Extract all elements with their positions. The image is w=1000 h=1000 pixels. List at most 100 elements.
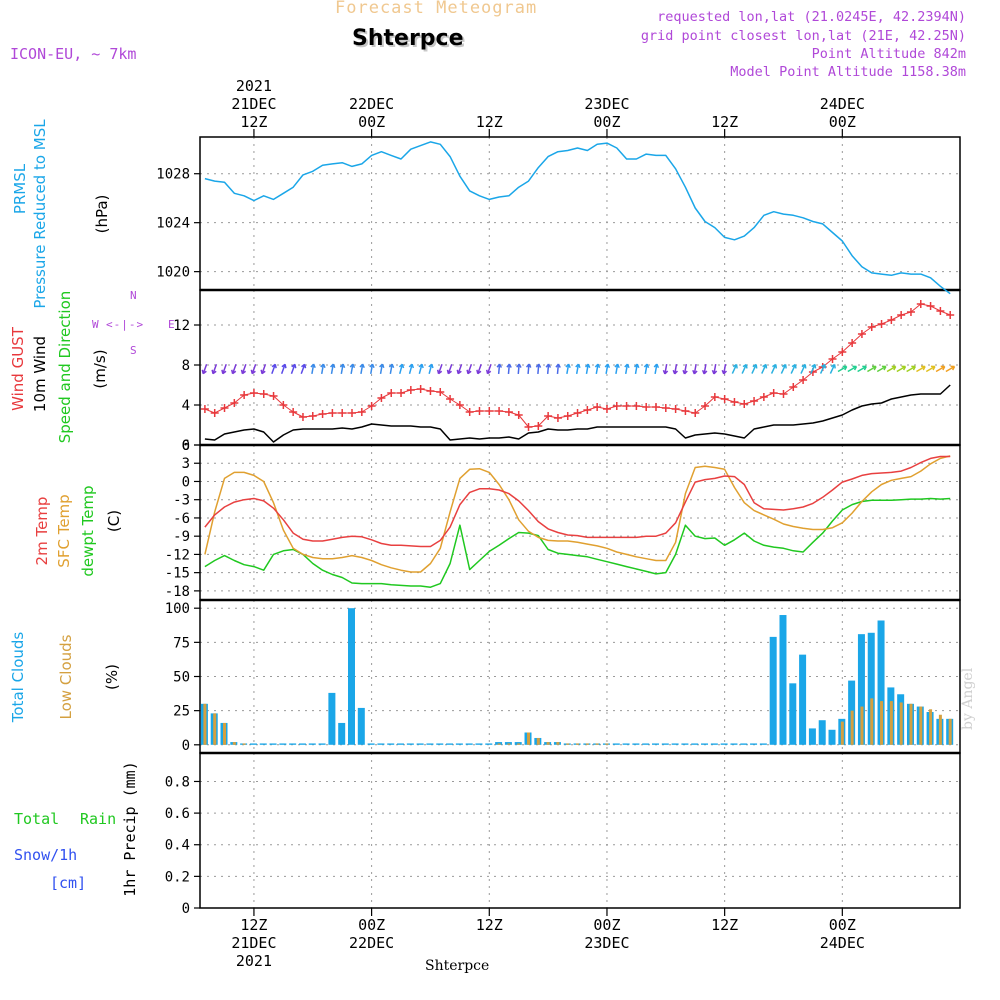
arrow-head: [682, 369, 688, 375]
arrow-head: [653, 363, 660, 369]
wind-gust-marker: [779, 390, 788, 398]
wind-direction-arrow: [780, 363, 787, 374]
y-tick-label: 1028: [156, 167, 190, 183]
y-tick-label: 8: [182, 358, 190, 374]
arrow-shaft: [867, 365, 877, 373]
arrow-head: [211, 369, 217, 375]
total-cloud-bar: [857, 634, 865, 745]
y-tick-label: 6: [182, 438, 190, 454]
y-tick-label: 4: [182, 398, 190, 414]
wind-direction-arrow: [653, 363, 660, 375]
arrow-shaft: [644, 363, 648, 375]
arrow-shaft: [847, 365, 857, 373]
arrow-head: [466, 369, 472, 375]
arrow-head: [911, 365, 916, 371]
wind-direction-arrow: [369, 363, 375, 375]
arrow-shaft: [693, 363, 697, 375]
arrow-head: [301, 363, 307, 369]
top-hour-label: 00Z: [358, 113, 385, 131]
arrow-head: [496, 363, 503, 368]
wind-gust-marker: [426, 387, 435, 395]
low-cloud-bar: [527, 732, 531, 745]
wind-gust-marker: [691, 409, 700, 417]
wind-direction-arrow: [349, 363, 356, 375]
low-cloud-bar: [497, 743, 501, 745]
arrow-head: [811, 363, 817, 369]
arrow-shaft: [340, 363, 344, 375]
y-tick-label: -3: [173, 493, 190, 509]
wind-direction-arrow: [388, 363, 395, 375]
arrow-shaft: [780, 364, 787, 374]
total-cloud-bar: [308, 743, 316, 745]
low-cloud-bar: [909, 703, 913, 745]
wind-direction-arrow: [250, 364, 257, 375]
total-cloud-bar: [632, 743, 640, 745]
arrow-head: [624, 363, 630, 369]
arrow-shaft: [819, 364, 826, 374]
arrow-shaft: [615, 363, 619, 375]
wind-direction-arrow: [731, 363, 738, 374]
wind-gust-marker: [544, 412, 553, 420]
total-cloud-bar: [338, 722, 346, 745]
bottom-hour-label: 12Z: [476, 916, 503, 934]
wind-gust-marker: [259, 390, 268, 398]
arrow-shaft: [222, 364, 227, 374]
wind-direction-arrow: [682, 363, 688, 375]
arrow-head: [446, 369, 452, 375]
total-cloud-bar: [436, 743, 444, 745]
arrow-head: [672, 369, 678, 375]
arrow-head: [310, 363, 316, 369]
y-tick-label: -9: [173, 529, 190, 545]
wind-direction-arrow: [456, 364, 463, 375]
arrow-head: [881, 365, 887, 371]
wind-gust-marker: [799, 376, 808, 384]
panel-frame: [199, 752, 961, 909]
arrow-shaft: [330, 363, 334, 375]
wind-gust-marker: [308, 412, 317, 420]
wind-direction-arrow: [575, 363, 581, 375]
wind-gust-marker: [642, 403, 651, 411]
wind-gust-marker: [848, 339, 857, 347]
wind-gust-marker: [455, 401, 464, 409]
footer-location: Shterpce: [425, 958, 490, 974]
arrow-head: [221, 369, 227, 375]
low-cloud-bar: [536, 737, 540, 745]
compass-west: W: [92, 318, 99, 331]
arrow-shaft: [527, 363, 530, 375]
total-cloud-bar: [799, 654, 807, 745]
low-cloud-bar: [938, 714, 942, 745]
total-cloud-bar: [877, 620, 885, 745]
arrow-shaft: [379, 363, 384, 375]
arrow-head: [240, 369, 247, 375]
wind-direction-arrow: [837, 365, 848, 373]
total-cloud-bar: [279, 743, 287, 745]
arrow-head: [711, 369, 718, 375]
total-cloud-bar: [269, 743, 277, 745]
wind-direction-arrow: [231, 364, 237, 375]
bottom-date-label: 21DEC: [231, 934, 276, 952]
compass-arrows: <-|->: [106, 318, 145, 331]
arrow-shaft: [857, 365, 867, 373]
arrow-shaft: [886, 365, 897, 373]
wind-direction-arrow: [496, 363, 503, 375]
compass-east: E: [168, 318, 175, 331]
total-cloud-bar: [455, 743, 463, 745]
arrow-shaft: [741, 364, 748, 374]
top-year-label: 2021: [236, 77, 272, 95]
total-cloud-bar: [612, 743, 620, 745]
wind-gust-marker: [759, 393, 768, 401]
wind-direction-arrow: [446, 364, 453, 375]
arrow-shaft: [935, 365, 946, 373]
bottom-hour-label: 00Z: [593, 916, 620, 934]
arrow-shaft: [664, 363, 668, 375]
wind-gust-marker: [897, 311, 906, 319]
y-tick-label: 0: [182, 738, 190, 754]
wind-direction-arrow: [476, 364, 482, 375]
arrow-shaft: [477, 364, 482, 374]
total-cloud-bar: [828, 729, 836, 745]
arrow-head: [369, 363, 375, 369]
wind-direction-arrow: [379, 363, 385, 375]
wind-direction-arrow: [751, 363, 758, 374]
wind-gust-marker: [573, 409, 582, 417]
arrow-shaft: [575, 363, 580, 375]
